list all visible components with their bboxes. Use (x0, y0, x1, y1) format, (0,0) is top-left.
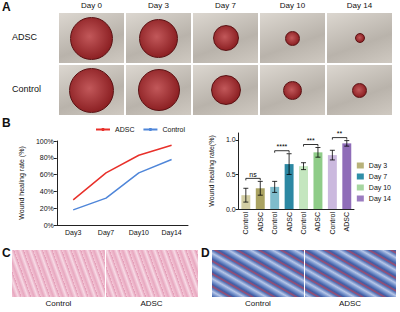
html-text:Day 7: Day 7 (215, 1, 236, 10)
html-text:Control: Control (12, 84, 41, 94)
html-text:ADSC: ADSC (338, 299, 362, 308)
html-text:Control: Control (45, 299, 72, 308)
html-text:A: A (2, 0, 11, 14)
svg-text:ADSC: ADSC (286, 212, 293, 231)
svg-text:**: ** (337, 130, 343, 137)
html-text:Day 14: Day 14 (346, 1, 373, 10)
svg-text:Day 7: Day 7 (369, 173, 387, 181)
svg-text:80%: 80% (40, 154, 54, 161)
html-text:Day 0: Day 0 (81, 1, 102, 10)
svg-text:Wound healing rate (%): Wound healing rate (%) (18, 146, 26, 219)
svg-text:Control: Control (271, 212, 278, 235)
svg-text:100%: 100% (36, 138, 54, 145)
svg-text:0.0: 0.0 (226, 206, 236, 213)
svg-text:60%: 60% (40, 171, 54, 178)
svg-text:Control: Control (329, 212, 336, 235)
svg-text:Control: Control (242, 212, 249, 235)
svg-text:40%: 40% (40, 188, 54, 195)
svg-text:ADSC: ADSC (343, 212, 350, 231)
svg-text:Day 3: Day 3 (369, 162, 387, 170)
svg-text:Day7: Day7 (98, 229, 114, 237)
svg-text:1.0: 1.0 (226, 136, 236, 143)
svg-text:Day 10: Day 10 (369, 184, 391, 192)
svg-text:Day 14: Day 14 (369, 195, 391, 203)
svg-text:Day14: Day14 (161, 229, 181, 237)
svg-text:Control: Control (162, 126, 185, 133)
html-text:ADSC: ADSC (140, 299, 163, 308)
html-text:Day 3: Day 3 (148, 1, 169, 10)
html-text:B: B (2, 116, 11, 130)
svg-text:Control: Control (300, 212, 307, 235)
html-text:D: D (201, 246, 210, 260)
svg-text:ADSC: ADSC (115, 126, 134, 133)
svg-text:***: *** (307, 137, 315, 144)
svg-text:Day10: Day10 (129, 229, 149, 237)
svg-text:****: **** (276, 143, 287, 150)
svg-text:20%: 20% (40, 205, 54, 212)
html-text:C: C (2, 246, 11, 260)
html-text:Day 10: Day 10 (279, 1, 306, 10)
svg-text:Day3: Day3 (65, 229, 81, 237)
svg-text:ADSC: ADSC (257, 212, 264, 231)
html-text:Control: Control (245, 299, 271, 308)
svg-text:0.5: 0.5 (226, 171, 236, 178)
svg-text:Wound healing rate(%): Wound healing rate(%) (208, 135, 216, 206)
html-text:ADSC: ADSC (12, 32, 37, 42)
svg-text:ns: ns (249, 171, 257, 178)
svg-text:0%: 0% (44, 222, 54, 229)
svg-text:ADSC: ADSC (314, 212, 321, 231)
